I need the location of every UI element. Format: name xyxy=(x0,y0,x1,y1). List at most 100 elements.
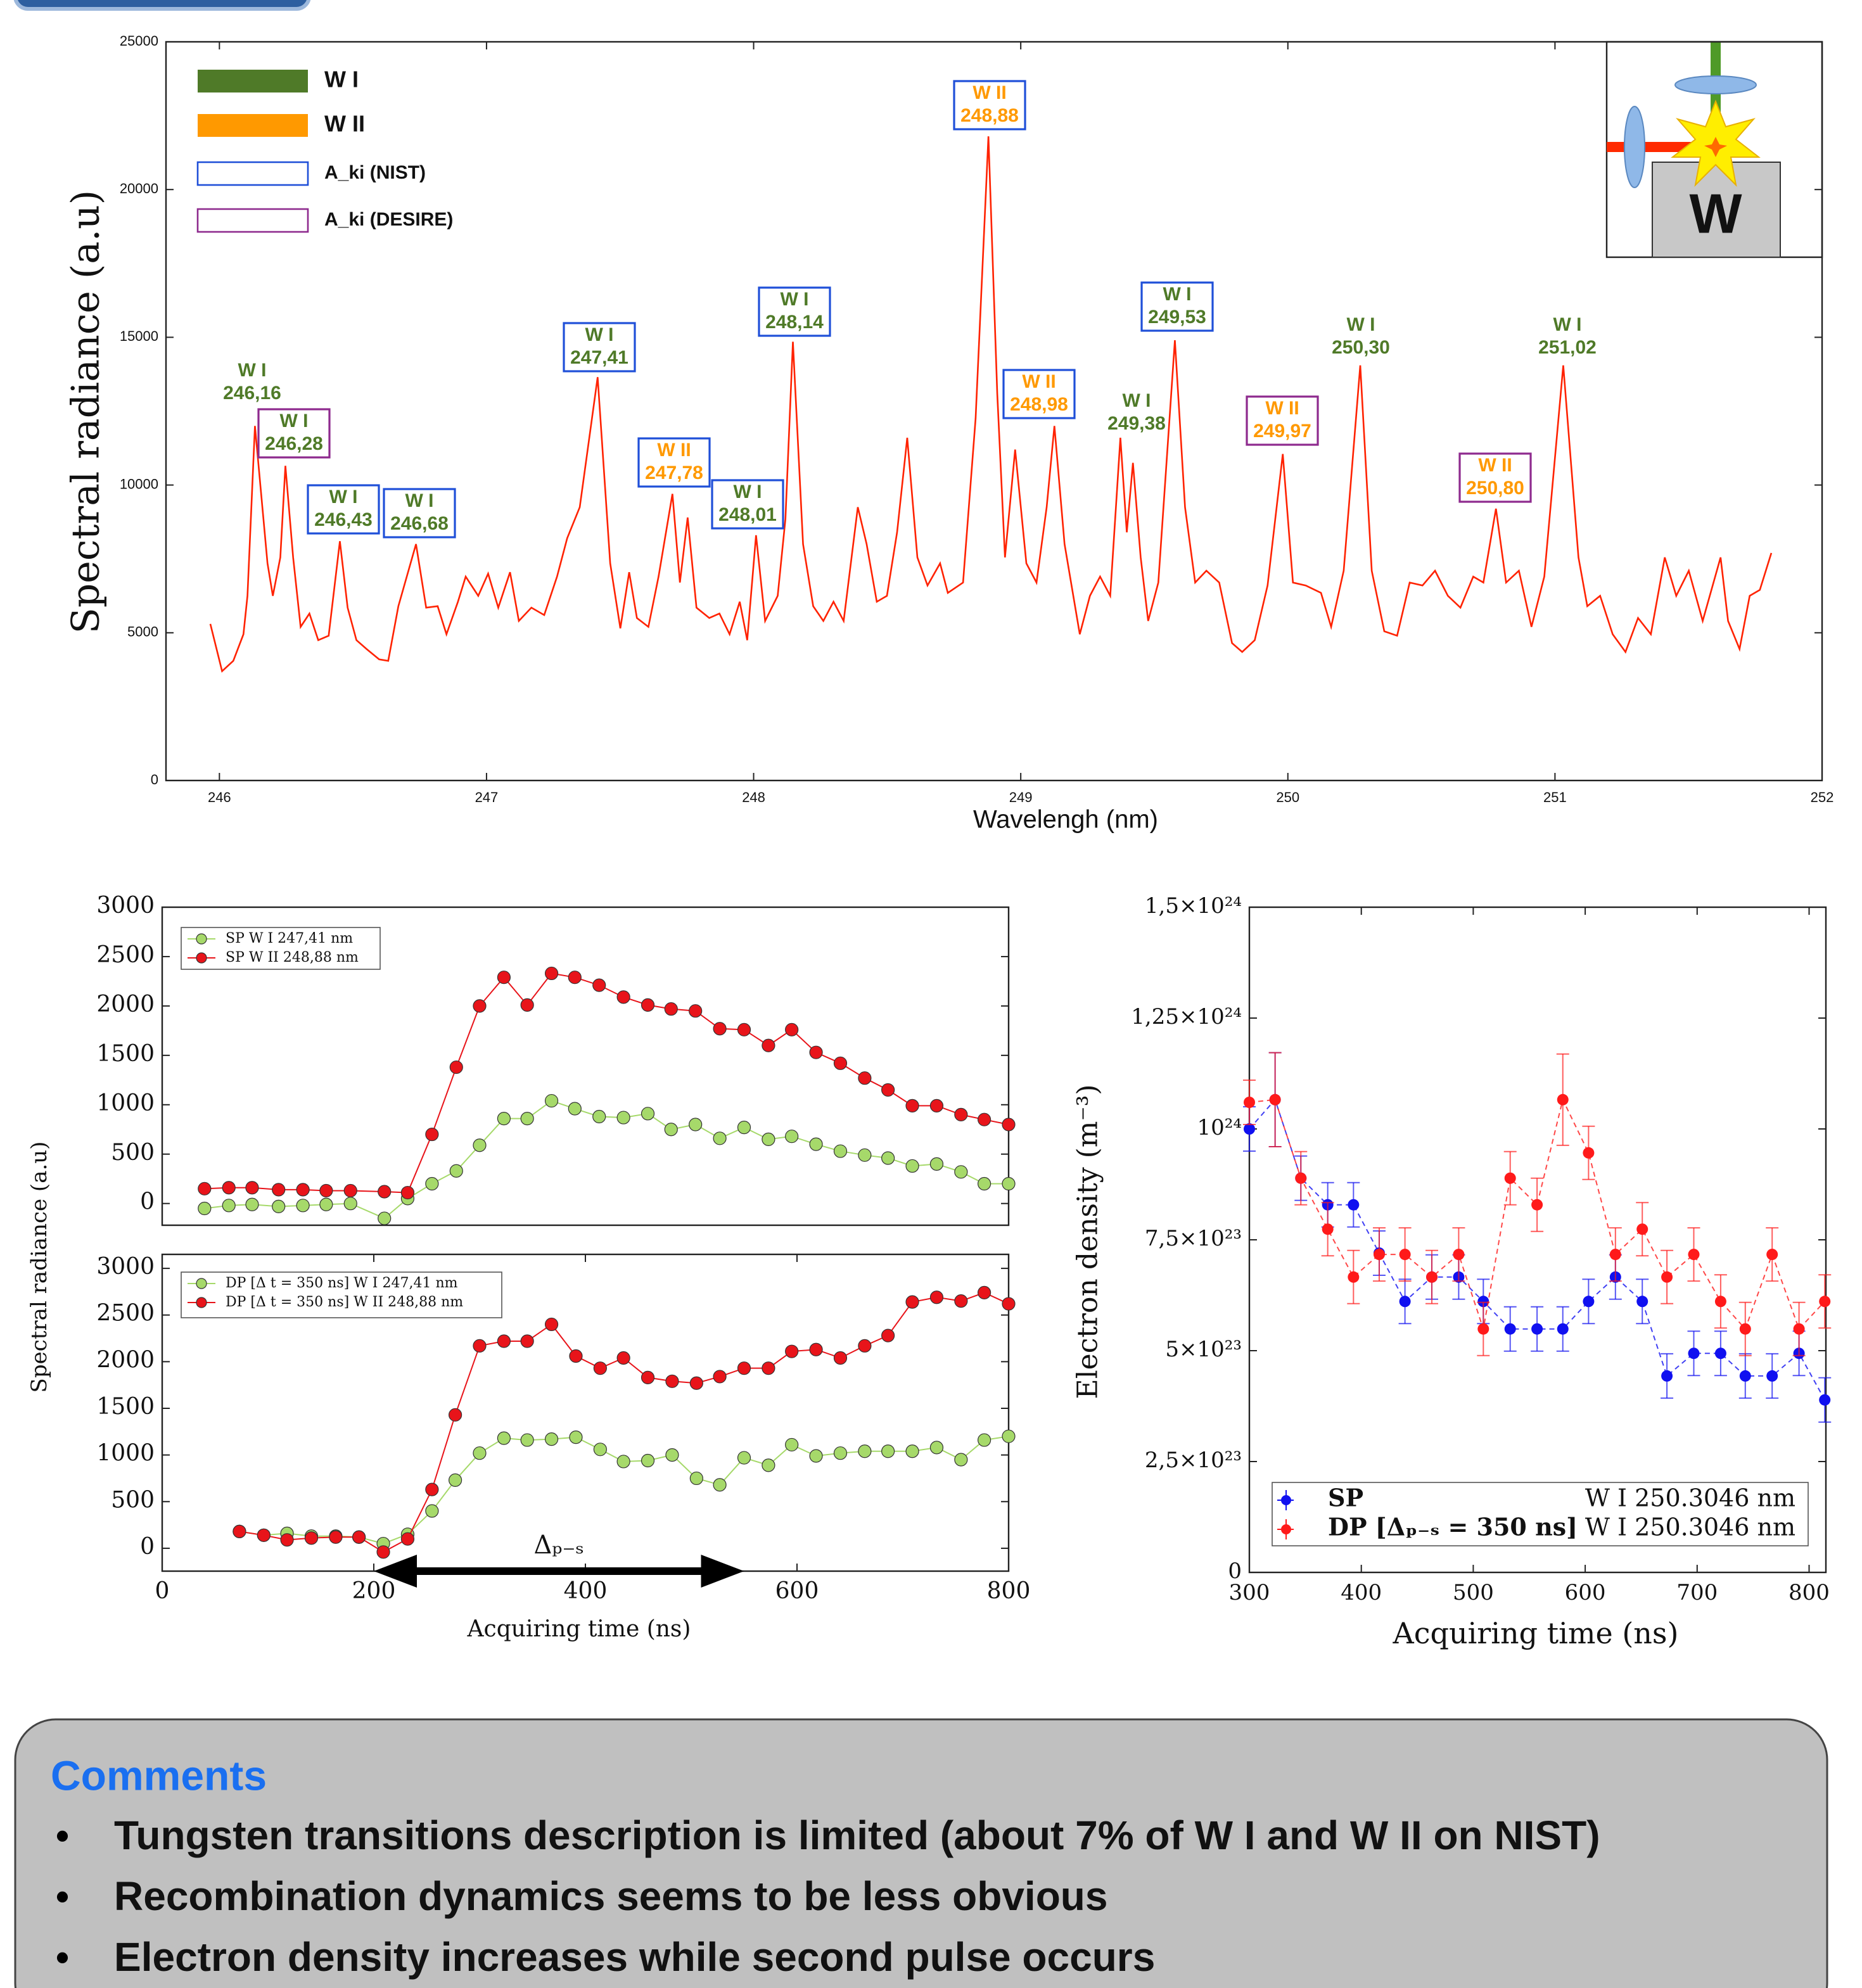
marker xyxy=(449,1060,463,1074)
x-tick-label: 247 xyxy=(475,789,499,805)
annotation: 248,98 xyxy=(1010,394,1068,415)
marker xyxy=(809,1137,823,1151)
marker xyxy=(198,1182,212,1195)
marker xyxy=(785,1437,799,1452)
annotation: 249,38 xyxy=(1107,413,1166,434)
marker xyxy=(222,1181,236,1195)
marker xyxy=(1793,1323,1805,1335)
marker xyxy=(905,1295,919,1309)
marker xyxy=(520,1433,534,1447)
y-axis-label: Spectral radiance (a.u) xyxy=(64,190,108,634)
marker xyxy=(616,1455,630,1469)
marker xyxy=(954,1165,968,1179)
legend-note: W I 250.3046 nm xyxy=(1585,1513,1795,1541)
marker xyxy=(1766,1370,1778,1382)
marker xyxy=(257,1528,271,1542)
annotation-box xyxy=(637,437,711,488)
annotation: W II xyxy=(1478,455,1512,476)
marker xyxy=(1714,1296,1726,1308)
marker xyxy=(641,998,655,1012)
marker xyxy=(1557,1093,1569,1106)
target xyxy=(1652,162,1781,258)
legend-marker xyxy=(196,952,207,964)
annotation: 248,88 xyxy=(960,105,1019,126)
legend-swatch xyxy=(196,208,309,233)
annotation: 246,43 xyxy=(314,509,373,530)
annotation-box xyxy=(711,479,784,530)
marker xyxy=(425,1482,439,1496)
y-tick-label: 0 xyxy=(151,772,158,787)
marker xyxy=(448,1473,462,1488)
lens xyxy=(1674,75,1757,94)
marker xyxy=(737,1451,751,1465)
marker xyxy=(1766,1249,1778,1261)
marker xyxy=(1504,1323,1516,1335)
marker xyxy=(616,990,630,1004)
marker xyxy=(1002,1297,1016,1311)
inset: W xyxy=(1605,41,1823,258)
marker xyxy=(713,1131,727,1145)
marker xyxy=(881,1083,895,1097)
x-tick-label: 800 xyxy=(1789,1580,1830,1605)
marker xyxy=(785,1344,799,1358)
x-tick-label: 300 xyxy=(1229,1580,1270,1605)
marker xyxy=(473,1446,487,1460)
inset-label: W xyxy=(1689,182,1742,245)
marker xyxy=(1557,1323,1569,1335)
marker xyxy=(425,1127,439,1142)
marker xyxy=(762,1038,775,1052)
annotation: W II xyxy=(1022,371,1055,392)
annotation: W II xyxy=(1265,398,1299,419)
marker xyxy=(319,1197,333,1211)
marker xyxy=(296,1183,310,1197)
marker xyxy=(272,1199,286,1213)
bullet: • xyxy=(56,1875,69,1918)
y-tick-label: 10²⁴ xyxy=(1197,1115,1242,1140)
legend-note: W I 250.3046 nm xyxy=(1585,1484,1795,1512)
marker xyxy=(544,966,559,981)
legend-marker xyxy=(1281,1524,1291,1534)
marker xyxy=(785,1130,799,1144)
marker xyxy=(1244,1123,1255,1135)
y-tick-label: 500 xyxy=(111,1140,155,1166)
lens xyxy=(1624,106,1645,188)
y-tick-label: 20000 xyxy=(120,181,158,196)
annotation-box xyxy=(257,408,331,459)
marker xyxy=(929,1441,944,1455)
marker xyxy=(785,1023,799,1036)
marker xyxy=(378,1211,392,1225)
legend-label: W I xyxy=(324,67,359,92)
annotation-box xyxy=(307,484,380,535)
marker xyxy=(343,1197,357,1211)
marker xyxy=(319,1183,333,1198)
comment: Recombination dynamics seems to be less … xyxy=(114,1873,1107,1919)
x-tick-label: 248 xyxy=(742,789,765,805)
marker xyxy=(905,1099,919,1112)
legend-label: SP W II 248,88 nm xyxy=(226,950,359,965)
marker xyxy=(473,1138,487,1152)
annotation-box xyxy=(1246,395,1319,446)
marker xyxy=(1661,1370,1673,1382)
marker xyxy=(689,1004,703,1018)
legend-frame xyxy=(181,927,381,970)
x-axis-label: Wavelengh (nm) xyxy=(973,806,1158,834)
marker xyxy=(1714,1348,1726,1360)
annotation-box xyxy=(1140,281,1214,332)
marker xyxy=(833,1144,848,1158)
annotation: W I xyxy=(238,360,267,381)
legend-marker xyxy=(196,933,207,945)
marker xyxy=(664,1002,678,1016)
y-tick-label: 3000 xyxy=(96,893,155,919)
x-tick-label: 252 xyxy=(1811,789,1834,805)
marker xyxy=(473,1339,487,1353)
marker xyxy=(713,1370,727,1384)
annotation: 249,97 xyxy=(1253,421,1311,442)
comment: Electron density increases while second … xyxy=(114,1934,1155,1980)
data-line xyxy=(204,1100,1009,1220)
marker xyxy=(616,1111,630,1125)
plot-frame xyxy=(165,41,1823,782)
y-tick-label: 2500 xyxy=(96,942,155,968)
annotation: 250,80 xyxy=(1466,478,1524,499)
